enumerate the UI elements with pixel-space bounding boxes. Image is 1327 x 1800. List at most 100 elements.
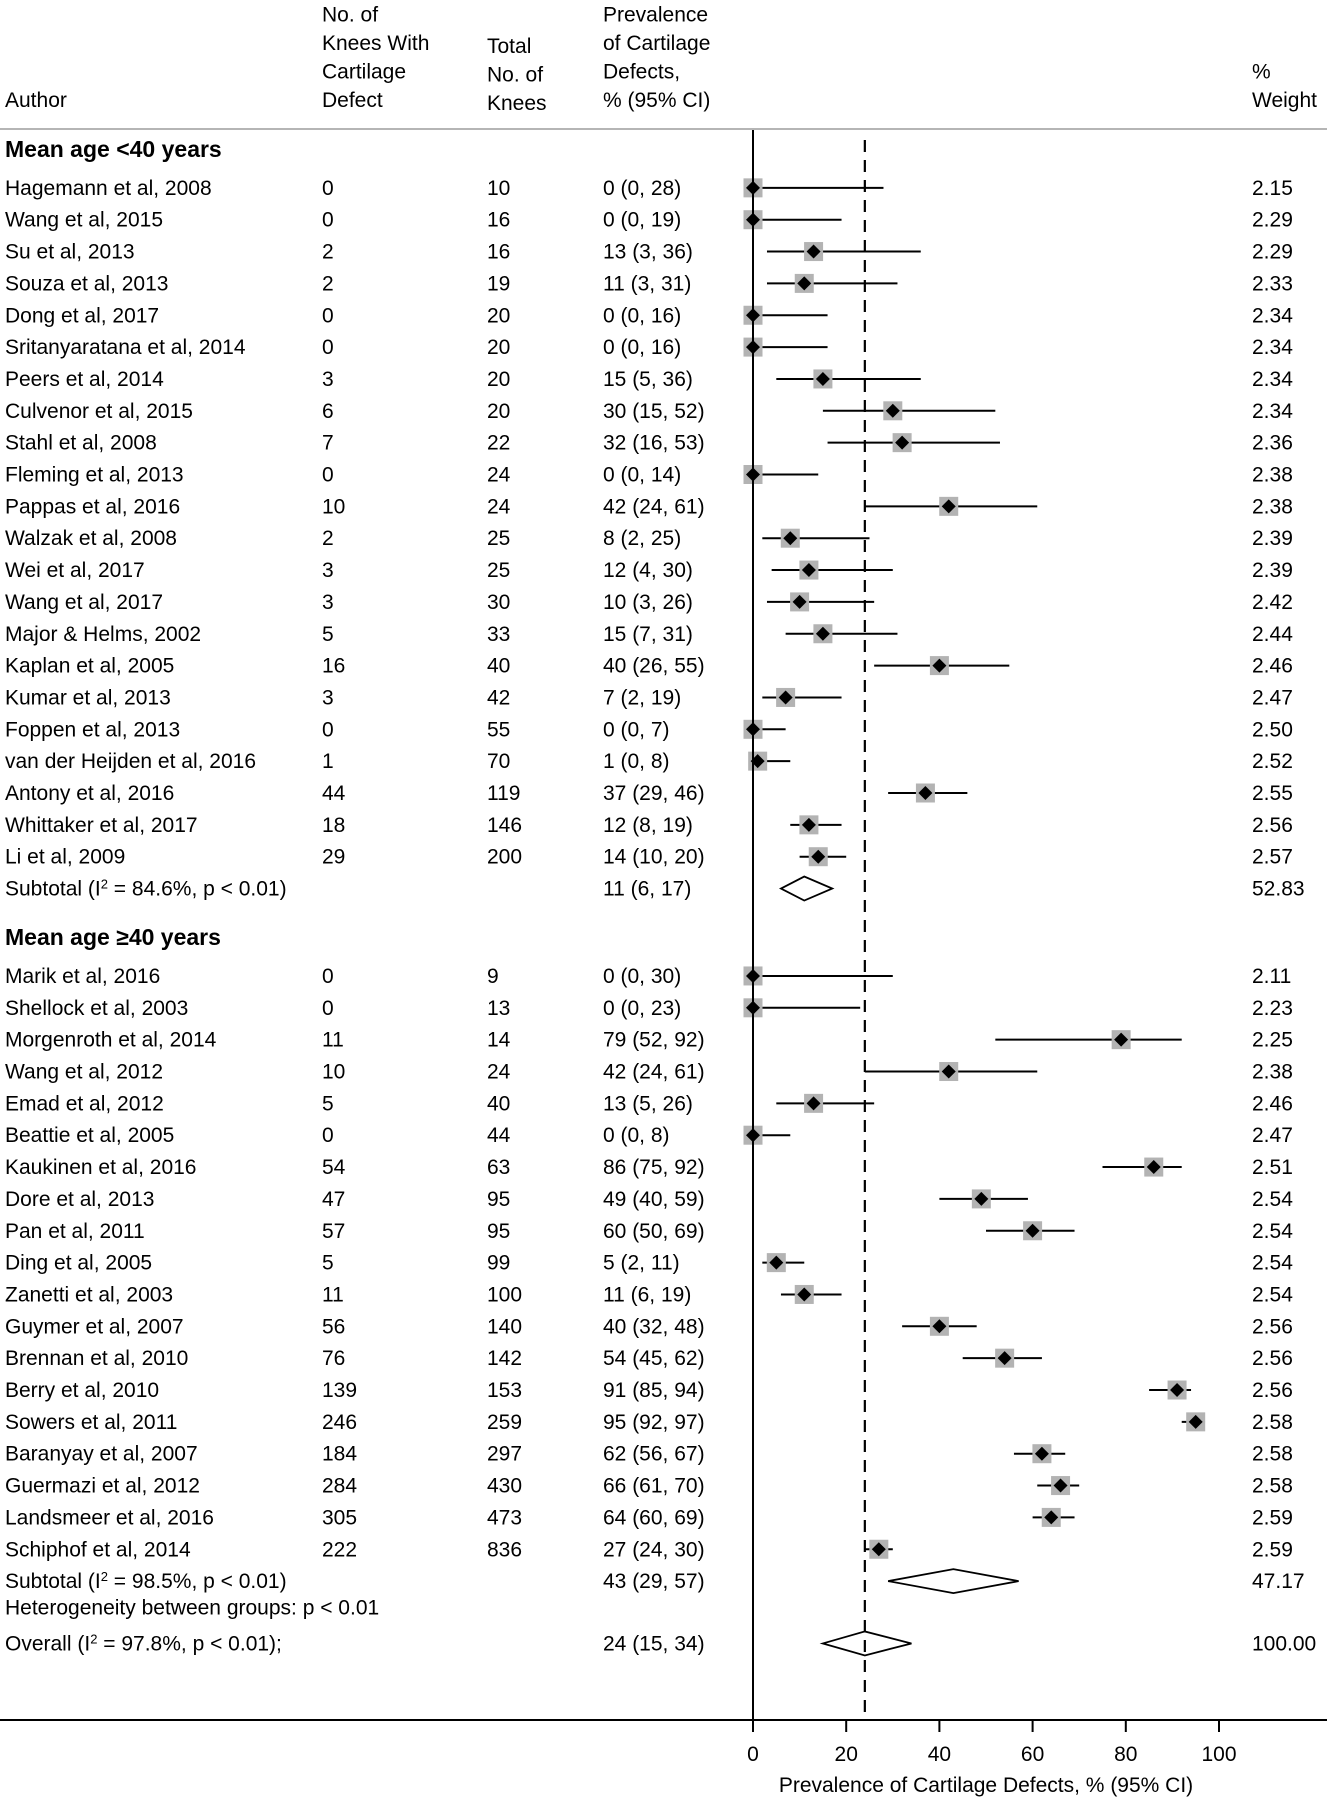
header-author: Author xyxy=(5,89,67,112)
study-weight: 2.51 xyxy=(1252,1156,1293,1179)
study-prevalence-ci: 11 (6, 19) xyxy=(603,1283,691,1306)
study-defect-count: 2 xyxy=(322,527,334,550)
estimate-marker xyxy=(783,531,798,546)
study-author: Guymer et al, 2007 xyxy=(5,1315,184,1338)
study-defect-count: 0 xyxy=(322,177,334,200)
study-total-knees: 40 xyxy=(487,655,510,678)
study-author: Dore et al, 2013 xyxy=(5,1188,154,1211)
study-total-knees: 9 xyxy=(487,965,499,988)
study-prevalence-ci: 1 (0, 8) xyxy=(603,750,670,773)
estimate-marker xyxy=(1053,1478,1068,1493)
study-weight: 2.55 xyxy=(1252,782,1293,805)
study-weight: 2.52 xyxy=(1252,750,1293,773)
x-tick-label: 100 xyxy=(1201,1743,1236,1766)
study-author: Foppen et al, 2013 xyxy=(5,718,180,741)
study-prevalence-ci: 64 (60, 69) xyxy=(603,1506,705,1529)
x-axis-label: Prevalence of Cartilage Defects, % (95% … xyxy=(779,1774,1193,1797)
study-author: Landsmeer et al, 2016 xyxy=(5,1506,214,1529)
estimate-marker xyxy=(1044,1510,1059,1525)
study-weight: 2.11 xyxy=(1252,965,1291,988)
subtotal-weight: 47.17 xyxy=(1252,1570,1305,1593)
study-total-knees: 16 xyxy=(487,241,510,264)
study-total-knees: 55 xyxy=(487,718,510,741)
study-defect-count: 3 xyxy=(322,368,334,391)
study-author: Antony et al, 2016 xyxy=(5,782,174,805)
study-total-knees: 70 xyxy=(487,750,510,773)
study-weight: 2.56 xyxy=(1252,1347,1293,1370)
estimate-marker xyxy=(797,276,812,291)
study-defect-count: 2 xyxy=(322,272,334,295)
study-prevalence-ci: 0 (0, 28) xyxy=(603,177,681,200)
study-author: Kumar et al, 2013 xyxy=(5,686,171,709)
header-prevalence-line: of Cartilage xyxy=(603,32,710,55)
study-prevalence-ci: 14 (10, 20) xyxy=(603,846,705,869)
study-prevalence-ci: 0 (0, 30) xyxy=(603,965,681,988)
study-weight: 2.47 xyxy=(1252,686,1293,709)
study-author: Sowers et al, 2011 xyxy=(5,1411,177,1434)
study-total-knees: 25 xyxy=(487,527,510,550)
study-weight: 2.54 xyxy=(1252,1252,1293,1275)
x-tick-label: 20 xyxy=(835,1743,858,1766)
estimate-marker xyxy=(797,1287,812,1302)
study-total-knees: 30 xyxy=(487,591,510,614)
study-prevalence-ci: 54 (45, 62) xyxy=(603,1347,705,1370)
subtotal-label: Subtotal (I2 = 84.6%, p < 0.01) xyxy=(5,876,287,901)
study-total-knees: 24 xyxy=(487,464,511,487)
estimate-marker xyxy=(932,1319,947,1334)
study-author: Wei et al, 2017 xyxy=(5,559,145,582)
header-weight-line: % xyxy=(1252,61,1271,84)
study-weight: 2.15 xyxy=(1252,177,1293,200)
study-author: Marik et al, 2016 xyxy=(5,965,160,988)
study-prevalence-ci: 8 (2, 25) xyxy=(603,527,681,550)
study-total-knees: 473 xyxy=(487,1506,522,1529)
study-author: Walzak et al, 2008 xyxy=(5,527,177,550)
study-weight: 2.57 xyxy=(1252,846,1293,869)
study-defect-count: 3 xyxy=(322,591,334,614)
study-author: Wang et al, 2012 xyxy=(5,1061,163,1084)
study-prevalence-ci: 0 (0, 23) xyxy=(603,997,681,1020)
study-total-knees: 140 xyxy=(487,1315,522,1338)
estimate-marker xyxy=(801,563,816,578)
header-defect-line: Knees With xyxy=(322,32,429,55)
study-defect-count: 29 xyxy=(322,846,345,869)
study-total-knees: 63 xyxy=(487,1156,510,1179)
study-weight: 2.58 xyxy=(1252,1475,1293,1498)
study-prevalence-ci: 66 (61, 70) xyxy=(603,1475,705,1498)
study-author: Stahl et al, 2008 xyxy=(5,432,157,455)
study-author: Peers et al, 2014 xyxy=(5,368,164,391)
subtotal-label: Subtotal (I2 = 98.5%, p < 0.01) xyxy=(5,1569,287,1594)
study-total-knees: 42 xyxy=(487,686,510,709)
study-total-knees: 14 xyxy=(487,1029,511,1052)
study-total-knees: 99 xyxy=(487,1252,510,1275)
study-defect-count: 5 xyxy=(322,623,334,646)
study-prevalence-ci: 15 (5, 36) xyxy=(603,368,693,391)
overall-weight: 100.00 xyxy=(1252,1632,1316,1655)
study-total-knees: 95 xyxy=(487,1220,510,1243)
overall-diamond xyxy=(819,1630,912,1657)
subtotal-prevalence-ci: 11 (6, 17) xyxy=(603,878,691,901)
study-prevalence-ci: 79 (52, 92) xyxy=(603,1029,705,1052)
header-defect-line: Defect xyxy=(322,89,383,112)
study-weight: 2.56 xyxy=(1252,814,1293,837)
study-weight: 2.54 xyxy=(1252,1220,1293,1243)
overall-prevalence-ci: 24 (15, 34) xyxy=(603,1632,705,1655)
study-prevalence-ci: 42 (24, 61) xyxy=(603,495,705,518)
study-total-knees: 44 xyxy=(487,1124,511,1147)
study-prevalence-ci: 86 (75, 92) xyxy=(603,1156,705,1179)
study-total-knees: 19 xyxy=(487,272,510,295)
study-prevalence-ci: 12 (8, 19) xyxy=(603,814,693,837)
estimate-marker xyxy=(918,786,933,800)
study-author: Souza et al, 2013 xyxy=(5,272,168,295)
study-defect-count: 11 xyxy=(322,1283,344,1306)
estimate-marker xyxy=(792,594,807,609)
study-weight: 2.36 xyxy=(1252,432,1293,455)
study-weight: 2.38 xyxy=(1252,495,1293,518)
study-defect-count: 0 xyxy=(322,464,334,487)
study-total-knees: 259 xyxy=(487,1411,522,1434)
study-author: Zanetti et al, 2003 xyxy=(5,1283,173,1306)
study-prevalence-ci: 13 (3, 36) xyxy=(603,241,693,264)
study-defect-count: 6 xyxy=(322,400,334,423)
header-total-line: Knees xyxy=(487,92,547,115)
study-defect-count: 18 xyxy=(322,814,345,837)
